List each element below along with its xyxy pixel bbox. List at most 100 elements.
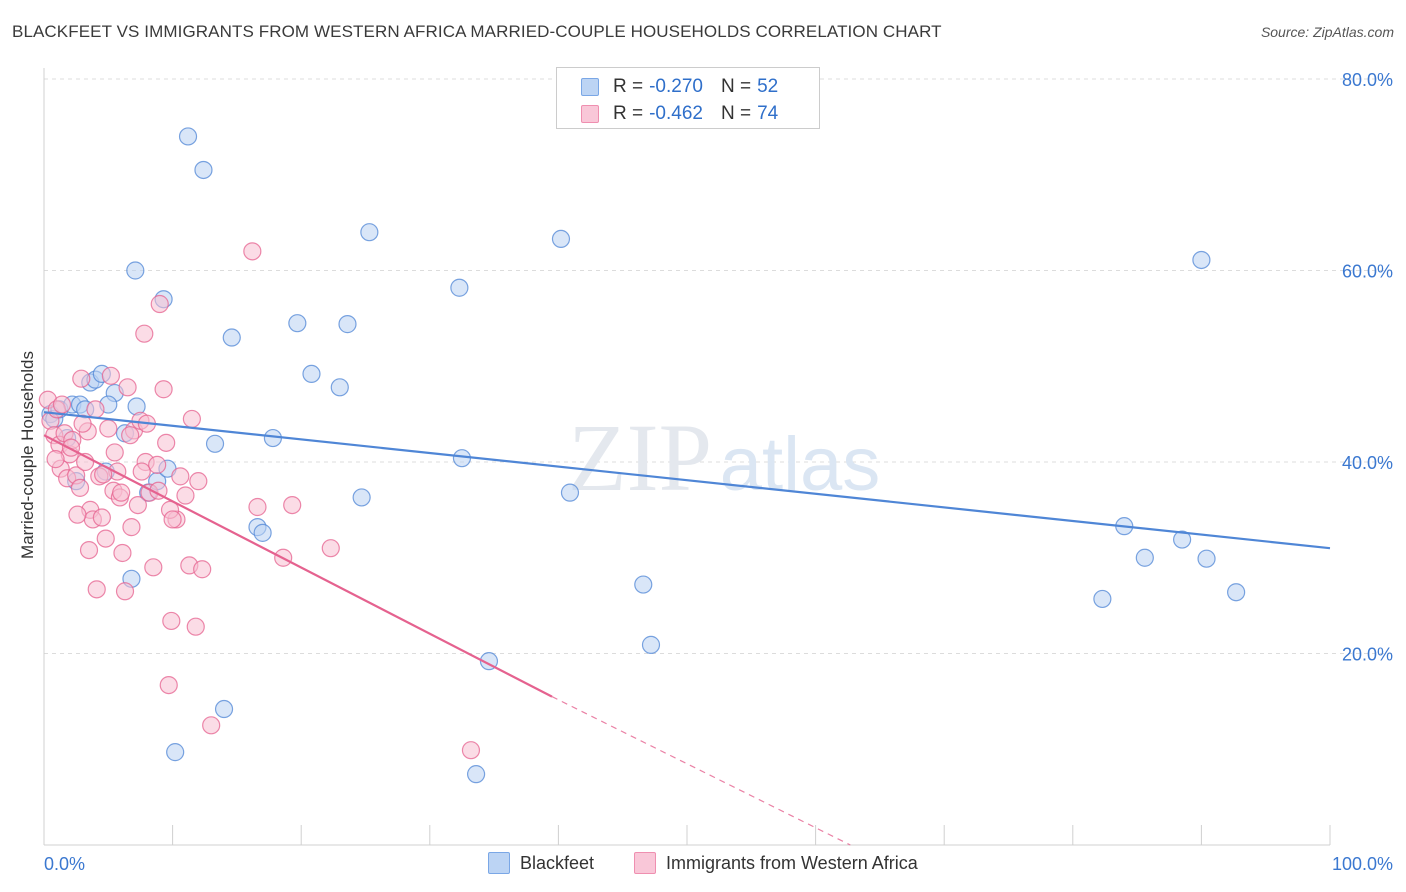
data-point xyxy=(128,495,147,515)
n-label: N = xyxy=(720,103,752,124)
y-tick-label: 40.0% xyxy=(1342,453,1393,473)
x-tick-label: 100.0% xyxy=(1332,854,1393,874)
y-tick-label: 80.0% xyxy=(1342,70,1393,90)
data-point xyxy=(450,278,469,297)
data-point xyxy=(118,378,137,397)
data-point xyxy=(248,497,267,517)
n-value: 74 xyxy=(757,103,779,124)
data-point xyxy=(321,539,340,558)
data-point xyxy=(461,741,481,760)
data-point xyxy=(148,455,167,474)
data-point xyxy=(189,472,208,491)
data-point xyxy=(186,617,205,636)
data-point xyxy=(352,488,371,507)
data-point xyxy=(132,462,151,481)
data-point xyxy=(72,369,91,388)
watermark-zip: ZIP xyxy=(568,404,712,511)
stats-row-blackfeet: R = -0.270 N = 52 xyxy=(581,74,796,100)
data-point xyxy=(163,510,182,529)
data-point xyxy=(144,558,163,577)
data-point xyxy=(253,523,272,542)
data-point xyxy=(182,409,201,429)
watermark: ZIP atlas xyxy=(568,404,880,511)
data-point xyxy=(222,328,241,347)
data-point xyxy=(171,467,190,486)
source-label: Source: ZipAtlas.com xyxy=(1260,24,1394,40)
data-point xyxy=(205,434,225,453)
data-point xyxy=(288,314,307,333)
r-label: R = xyxy=(613,103,644,124)
data-point xyxy=(115,582,135,601)
data-point xyxy=(194,160,213,180)
data-point xyxy=(70,478,90,497)
data-point xyxy=(243,242,262,261)
r-value: -0.270 xyxy=(649,76,703,97)
data-point xyxy=(634,575,653,594)
data-point xyxy=(283,495,302,515)
watermark-atlas: atlas xyxy=(720,422,881,507)
data-point xyxy=(126,261,145,280)
data-point xyxy=(1192,250,1211,270)
y-tick-label: 60.0% xyxy=(1342,262,1393,282)
axes xyxy=(43,68,1331,846)
series-immigrants xyxy=(38,242,481,760)
legend-item-immigrants[interactable]: Immigrants from Western Africa xyxy=(634,852,918,874)
trend-extension-immigrants xyxy=(551,696,851,846)
chart-title: BLACKFEET VS IMMIGRANTS FROM WESTERN AFR… xyxy=(12,22,942,41)
data-point xyxy=(112,483,131,502)
data-point xyxy=(105,443,124,462)
data-point xyxy=(214,699,234,719)
data-point xyxy=(176,486,195,505)
n-value: 52 xyxy=(757,76,779,97)
data-point xyxy=(113,543,132,563)
data-point xyxy=(61,438,81,457)
data-point xyxy=(302,364,321,384)
data-point xyxy=(466,765,486,784)
trend-line-immigrants xyxy=(43,434,553,698)
legend-label-blackfeet: Blackfeet xyxy=(520,852,595,873)
legend-label-immigrants: Immigrants from Western Africa xyxy=(666,852,918,873)
data-point xyxy=(330,378,349,397)
data-point xyxy=(99,419,118,438)
data-point xyxy=(46,450,65,469)
trend-line-blackfeet xyxy=(43,411,1331,550)
data-point xyxy=(96,529,115,548)
data-point xyxy=(202,716,221,735)
immigrants-swatch xyxy=(581,105,599,123)
data-point xyxy=(641,635,661,654)
data-point xyxy=(87,580,106,599)
blackfeet-swatch xyxy=(581,78,599,96)
data-point xyxy=(121,426,140,445)
r-value: -0.462 xyxy=(649,103,703,124)
data-point xyxy=(162,611,181,631)
data-point xyxy=(101,366,120,385)
legend-item-blackfeet[interactable]: Blackfeet xyxy=(488,852,594,874)
data-point xyxy=(1093,589,1112,609)
y-tick-labels: 20.0% 40.0% 60.0% 80.0% xyxy=(1342,70,1393,665)
stats-box: R = -0.270 N = 52 R = -0.462 N = 74 xyxy=(556,67,820,129)
x-tick-labels: 0.0% 100.0% xyxy=(44,854,1393,874)
data-point xyxy=(52,395,72,414)
data-point xyxy=(135,324,154,343)
data-point xyxy=(122,518,141,537)
data-point xyxy=(178,127,198,146)
data-point xyxy=(551,229,571,249)
data-point xyxy=(68,505,87,524)
data-point xyxy=(79,540,99,560)
data-point xyxy=(560,483,580,502)
stats-row-immigrants: R = -0.462 N = 74 xyxy=(581,101,796,127)
legend-swatch-blackfeet xyxy=(488,852,510,874)
data-point xyxy=(92,508,111,527)
data-point xyxy=(150,294,169,314)
data-point xyxy=(1173,530,1192,549)
y-tick-label: 20.0% xyxy=(1342,645,1393,665)
data-point xyxy=(1135,548,1154,567)
trend-layer xyxy=(43,411,1331,846)
data-point xyxy=(154,380,173,399)
data-point xyxy=(338,315,357,334)
data-point xyxy=(360,223,379,242)
gridlines xyxy=(44,78,1394,654)
x-tick-label: 0.0% xyxy=(44,854,85,874)
data-point xyxy=(166,743,185,762)
